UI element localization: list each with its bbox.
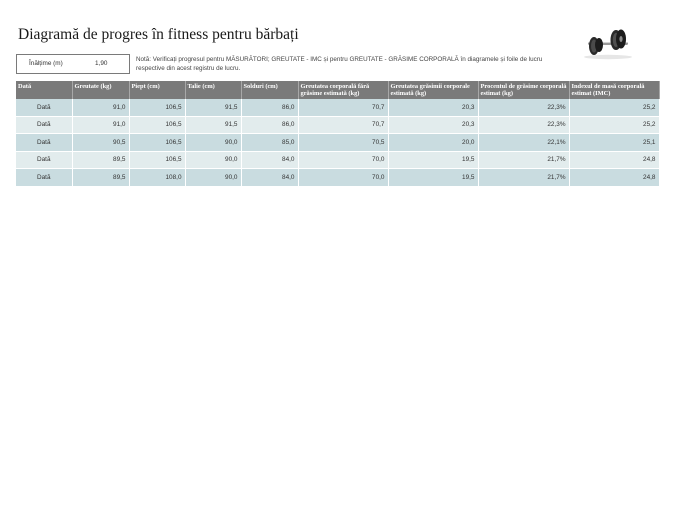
header-chest[interactable]: Piept (cm) — [129, 81, 186, 99]
cell-lean-mass[interactable]: 70,0 — [298, 151, 389, 169]
cell-bmi[interactable]: 25,2 — [569, 99, 660, 117]
header-lean-mass[interactable]: Greutatea corporală fără grăsime estimat… — [298, 81, 389, 99]
table-row: Dată 90,5 106,5 90,0 85,0 70,5 20,0 22,1… — [16, 133, 660, 152]
fitness-progress-table: Dată Greutate (kg) Piept (cm) Talie (cm)… — [16, 81, 660, 187]
cell-weight[interactable]: 90,5 — [72, 133, 130, 152]
cell-hips[interactable]: 84,0 — [241, 151, 299, 169]
height-input-box[interactable]: Înălțime (m) 1,90 — [16, 54, 130, 74]
cell-fat-percent[interactable]: 22,1% — [478, 133, 570, 152]
cell-lean-mass[interactable]: 70,7 — [298, 116, 389, 134]
cell-chest[interactable]: 106,5 — [129, 133, 186, 152]
header-weight[interactable]: Greutate (kg) — [72, 81, 130, 99]
cell-fat-percent[interactable]: 22,3% — [478, 99, 570, 117]
cell-date[interactable]: Dată — [16, 133, 73, 152]
cell-waist[interactable]: 90,0 — [185, 151, 242, 169]
table-row: Dată 89,5 106,5 90,0 84,0 70,0 19,5 21,7… — [16, 151, 660, 169]
cell-hips[interactable]: 85,0 — [241, 133, 299, 152]
cell-bmi[interactable]: 25,2 — [569, 116, 660, 134]
height-value[interactable]: 1,90 — [95, 60, 108, 67]
cell-weight[interactable]: 89,5 — [72, 151, 130, 169]
cell-date[interactable]: Dată — [16, 99, 73, 117]
cell-bmi[interactable]: 25,1 — [569, 133, 660, 152]
height-label: Înălțime (m) — [29, 60, 63, 67]
cell-lean-mass[interactable]: 70,5 — [298, 133, 389, 152]
cell-fat-mass[interactable]: 20,3 — [388, 116, 479, 134]
cell-waist[interactable]: 91,5 — [185, 99, 242, 117]
cell-chest[interactable]: 106,5 — [129, 151, 186, 169]
cell-weight[interactable]: 89,5 — [72, 168, 130, 187]
header-hips[interactable]: Solduri (cm) — [241, 81, 299, 99]
cell-waist[interactable]: 90,0 — [185, 168, 242, 187]
note-text: Notă: Verificați progresul pentru MĂSURĂ… — [136, 56, 543, 73]
table-row: Dată 91,0 106,5 91,5 86,0 70,7 20,3 22,3… — [16, 116, 660, 134]
cell-date[interactable]: Dată — [16, 151, 73, 169]
cell-chest[interactable]: 106,5 — [129, 99, 186, 117]
cell-chest[interactable]: 106,5 — [129, 116, 186, 134]
cell-weight[interactable]: 91,0 — [72, 99, 130, 117]
cell-fat-percent[interactable]: 21,7% — [478, 168, 570, 187]
table-header-row: Dată Greutate (kg) Piept (cm) Talie (cm)… — [16, 81, 660, 99]
header-fat-percent[interactable]: Procentul de grăsime corporală estimat (… — [478, 81, 570, 99]
page-title: Diagramă de progres în fitness pentru bă… — [18, 26, 299, 43]
cell-waist[interactable]: 91,5 — [185, 116, 242, 134]
table-row: Dată 89,5 108,0 90,0 84,0 70,0 19,5 21,7… — [16, 168, 660, 187]
dumbbell-icon — [584, 29, 632, 60]
cell-lean-mass[interactable]: 70,0 — [298, 168, 389, 187]
header-fat-mass[interactable]: Greutatea grăsimii corporale estimată (k… — [388, 81, 479, 99]
cell-fat-mass[interactable]: 19,5 — [388, 151, 479, 169]
table-row: Dată 91,0 106,5 91,5 86,0 70,7 20,3 22,3… — [16, 99, 660, 117]
header-bmi[interactable]: Indexul de masă corporală estimat (IMC) — [569, 81, 660, 99]
cell-fat-percent[interactable]: 21,7% — [478, 151, 570, 169]
cell-lean-mass[interactable]: 70,7 — [298, 99, 389, 117]
cell-hips[interactable]: 86,0 — [241, 99, 299, 117]
cell-chest[interactable]: 108,0 — [129, 168, 186, 187]
cell-fat-percent[interactable]: 22,3% — [478, 116, 570, 134]
header-waist[interactable]: Talie (cm) — [185, 81, 242, 99]
cell-bmi[interactable]: 24,8 — [569, 151, 660, 169]
header-date[interactable]: Dată — [16, 81, 73, 99]
cell-fat-mass[interactable]: 20,0 — [388, 133, 479, 152]
cell-fat-mass[interactable]: 20,3 — [388, 99, 479, 117]
cell-hips[interactable]: 84,0 — [241, 168, 299, 187]
cell-date[interactable]: Dată — [16, 116, 73, 134]
cell-date[interactable]: Dată — [16, 168, 73, 187]
cell-fat-mass[interactable]: 19,5 — [388, 168, 479, 187]
cell-bmi[interactable]: 24,8 — [569, 168, 660, 187]
cell-waist[interactable]: 90,0 — [185, 133, 242, 152]
cell-weight[interactable]: 91,0 — [72, 116, 130, 134]
cell-hips[interactable]: 86,0 — [241, 116, 299, 134]
